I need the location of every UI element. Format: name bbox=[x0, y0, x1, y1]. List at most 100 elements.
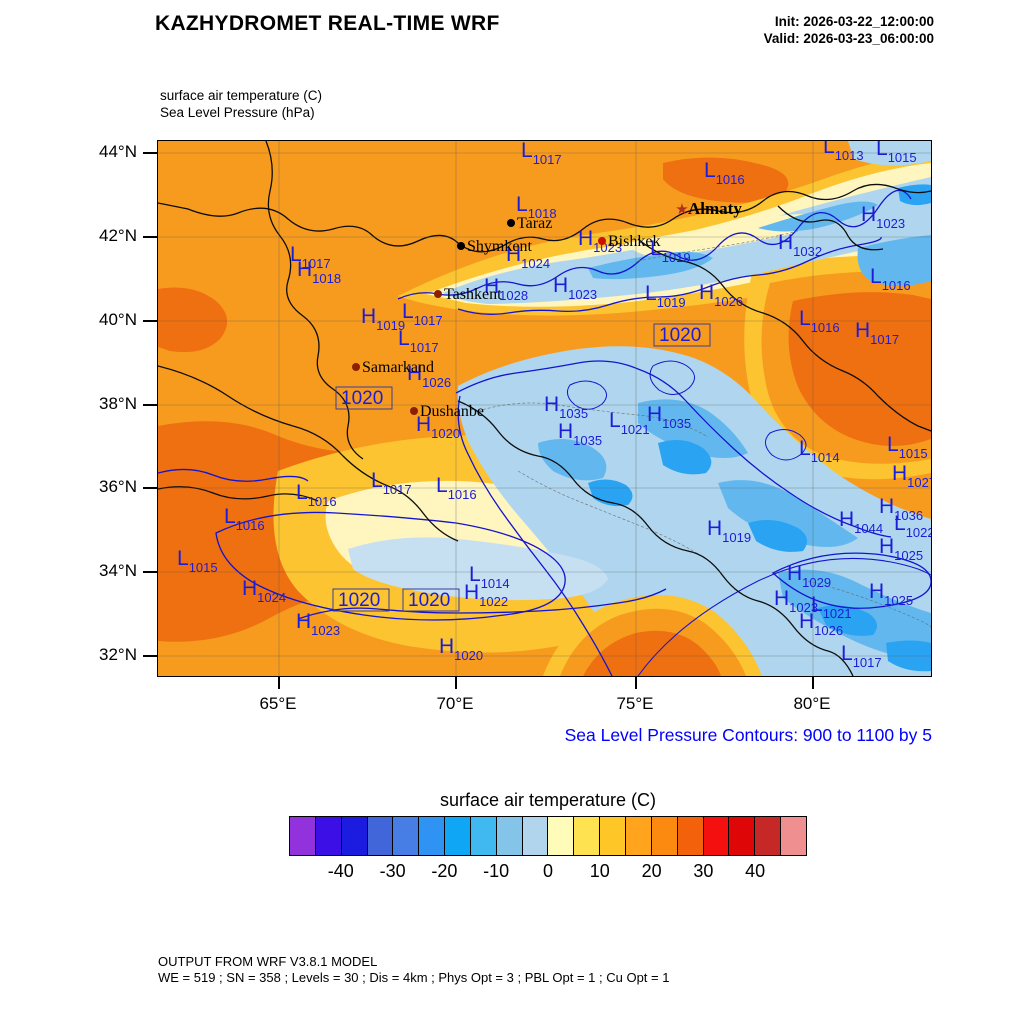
colorbar-cell bbox=[340, 816, 368, 856]
model-info-line1: OUTPUT FROM WRF V3.8.1 MODEL bbox=[158, 954, 378, 969]
pressure-label-l1015: L1015 bbox=[876, 141, 917, 165]
city-marker-dot bbox=[434, 290, 442, 298]
run-info: Init: 2026-03-22_12:00:00 Valid: 2026-03… bbox=[764, 13, 934, 47]
city-marker-dot bbox=[352, 363, 360, 371]
lon-tick-label: 80°E bbox=[793, 694, 831, 713]
city-label-taraz: Taraz bbox=[517, 215, 552, 232]
lon-tick-mark bbox=[812, 676, 814, 689]
colorbar-cell bbox=[314, 816, 342, 856]
colorbar-cell bbox=[366, 816, 394, 856]
pressure-label-h1022: H1022 bbox=[464, 581, 508, 609]
contour-info-caption: Sea Level Pressure Contours: 900 to 1100… bbox=[564, 725, 932, 745]
city-label-tashkent: Tashkent bbox=[444, 286, 502, 303]
pressure-label-h1019: H1019 bbox=[707, 517, 751, 545]
pressure-label-l1017: L1017 bbox=[398, 327, 439, 355]
pressure-label-h1035: H1035 bbox=[558, 420, 602, 448]
lon-tick-mark bbox=[635, 676, 637, 689]
city-marker-star: ★ bbox=[675, 201, 688, 218]
pressure-label-h1025: H1025 bbox=[879, 535, 923, 563]
colorbar-tick: -40 bbox=[327, 861, 354, 881]
lat-tick-mark bbox=[143, 404, 157, 406]
pressure-label-l1018: L1018 bbox=[516, 193, 557, 221]
contour-label-1020: 1020 bbox=[341, 388, 383, 409]
colorbar-tick: 10 bbox=[589, 861, 610, 881]
colorbar-tick: 30 bbox=[693, 861, 714, 881]
contour-label-box bbox=[335, 386, 393, 410]
lat-tick-mark bbox=[143, 655, 157, 657]
pressure-contours bbox=[158, 189, 931, 676]
colorbar-cell bbox=[573, 816, 601, 856]
field-labels: surface air temperature (C) Sea Level Pr… bbox=[160, 87, 322, 121]
pressure-label-l1014: L1014 bbox=[799, 437, 840, 465]
pressure-label-l1016: L1016 bbox=[870, 265, 911, 293]
pressure-label-l1013: L1013 bbox=[823, 141, 864, 163]
colorbar-cell bbox=[392, 816, 420, 856]
colorbar-cell bbox=[495, 816, 523, 856]
pressure-label-l1017: L1017 bbox=[371, 469, 412, 497]
pressure-label-l1022: L1022 bbox=[894, 512, 931, 540]
lat-tick-label: 40°N bbox=[99, 310, 137, 329]
colorbar-cell bbox=[599, 816, 626, 856]
map-canvas: L1017 L1018 L1016 L1013 L1015 H1023 H1032 L1019… bbox=[158, 141, 931, 676]
pressure-label-l1017: L1017 bbox=[402, 300, 443, 328]
lat-tick-mark bbox=[143, 236, 157, 238]
contour-label-box bbox=[332, 588, 390, 612]
city-marker-dot bbox=[457, 242, 465, 250]
pressure-label-h1018: H1018 bbox=[297, 258, 341, 286]
field-label-temperature: surface air temperature (C) bbox=[160, 88, 323, 103]
pressure-label-h1020: H1020 bbox=[416, 413, 460, 441]
pressure-label-l1019: L1019 bbox=[645, 282, 686, 310]
lat-tick-mark bbox=[143, 152, 157, 154]
valid-time: Valid: 2026-03-23_06:00:00 bbox=[763, 31, 934, 46]
pressure-label-h1023: H1023 bbox=[553, 274, 597, 302]
lon-tick-mark bbox=[278, 676, 280, 689]
temperature-shading bbox=[158, 141, 931, 676]
colorbar-cell bbox=[754, 816, 782, 856]
pressure-label-l1017: L1017 bbox=[290, 243, 331, 271]
pressure-label-h1035: H1035 bbox=[544, 393, 588, 421]
city-marker-dot bbox=[507, 219, 515, 227]
pressure-label-h1028: H1028 bbox=[484, 275, 528, 303]
pressure-label-l1021: L1021 bbox=[811, 593, 852, 621]
lat-tick-label: 42°N bbox=[99, 226, 137, 245]
lon-tick-label: 65°E bbox=[259, 694, 297, 713]
pressure-label-h1029: H1029 bbox=[787, 562, 831, 590]
lat-tick-label: 44°N bbox=[99, 142, 137, 161]
contour-label-1020: 1020 bbox=[408, 590, 450, 611]
temperature-colorbar bbox=[289, 816, 807, 856]
colorbar-tick: 20 bbox=[641, 861, 662, 881]
colorbar-cell bbox=[624, 816, 652, 856]
init-time: Init: 2026-03-22_12:00:00 bbox=[774, 14, 934, 29]
colorbar-cell bbox=[444, 816, 471, 856]
pressure-label-l1021: L1021 bbox=[609, 409, 650, 437]
field-label-pressure: Sea Level Pressure (hPa) bbox=[160, 105, 315, 120]
latitude-axis: 44°N 42°N 40°N 38°N 36°N 34°N 32°N bbox=[0, 140, 157, 677]
map-labels-overlay: L1017 L1018 L1016 L1013 L1015 H1023 H1032 L1019… bbox=[158, 141, 931, 676]
colorbar-cell bbox=[547, 816, 575, 856]
model-info: OUTPUT FROM WRF V3.8.1 MODEL WE = 519 ; … bbox=[158, 954, 669, 986]
pressure-label-h1020: H1020 bbox=[439, 635, 483, 663]
city-marker-dot bbox=[598, 237, 606, 245]
lat-tick-mark bbox=[143, 320, 157, 322]
pressure-label-l1017: L1017 bbox=[521, 141, 562, 167]
colorbar-tick: 0 bbox=[542, 861, 554, 881]
pressure-label-h1017: H1017 bbox=[855, 319, 899, 347]
contour-label-1020: 1020 bbox=[659, 325, 701, 346]
pressure-label-l1015: L1015 bbox=[177, 547, 218, 575]
lat-tick-label: 38°N bbox=[99, 394, 137, 413]
pressure-label-l1016: L1016 bbox=[799, 307, 840, 335]
model-info-line2: WE = 519 ; SN = 358 ; Levels = 30 ; Dis … bbox=[158, 970, 670, 985]
country-borders bbox=[158, 141, 931, 676]
lat-tick-mark bbox=[143, 571, 157, 573]
contour-label-box bbox=[402, 588, 460, 612]
lat-tick-mark bbox=[143, 487, 157, 489]
pressure-label-l1016: L1016 bbox=[224, 505, 265, 533]
colorbar-cell bbox=[521, 816, 549, 856]
city-label-shymkent: Shymkent bbox=[467, 238, 532, 255]
contour-label-box bbox=[653, 323, 711, 347]
city-label-dushanbe: Dushanbe bbox=[420, 403, 484, 420]
pressure-label-h1035: H1035 bbox=[647, 403, 691, 431]
pressure-label-h1023: H1023 bbox=[774, 587, 818, 615]
lat-tick-label: 36°N bbox=[99, 477, 137, 496]
lon-tick-mark bbox=[455, 676, 457, 689]
